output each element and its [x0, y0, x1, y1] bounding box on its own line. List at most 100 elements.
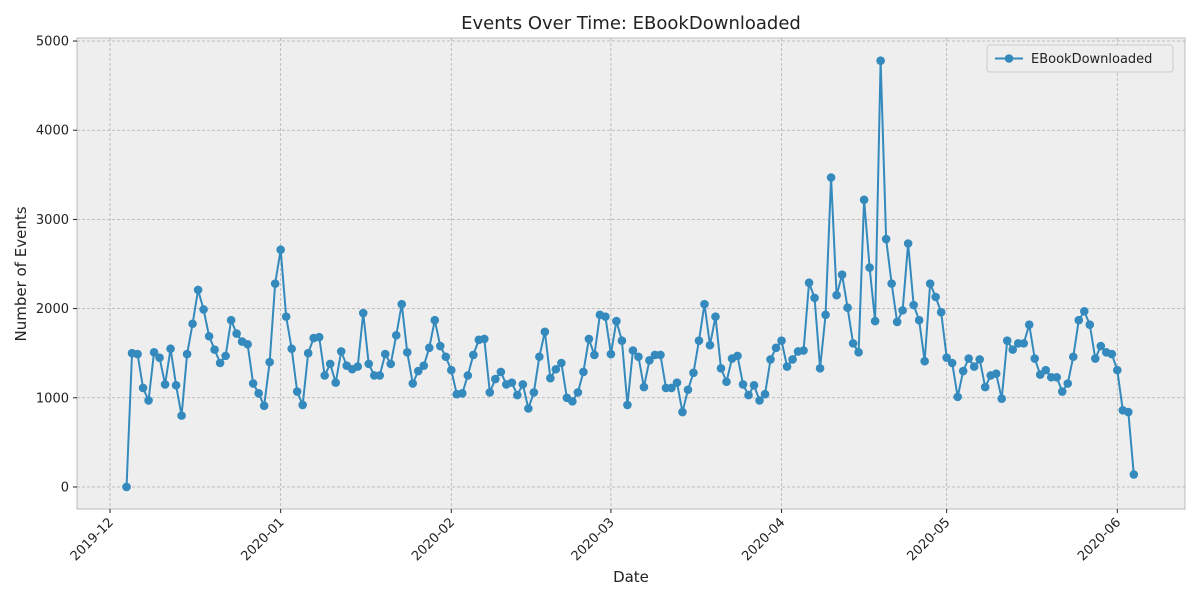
point	[259, 401, 269, 411]
point	[1129, 470, 1139, 479]
point	[700, 299, 709, 309]
point	[204, 331, 214, 341]
point	[397, 299, 407, 309]
point	[1068, 352, 1078, 362]
point	[925, 279, 935, 288]
point	[419, 361, 429, 370]
point	[463, 371, 473, 380]
point	[980, 382, 990, 392]
point	[903, 239, 913, 248]
point	[832, 290, 841, 300]
point	[733, 351, 742, 361]
point	[628, 346, 638, 355]
point	[1107, 349, 1117, 359]
point	[535, 352, 544, 362]
point	[568, 397, 577, 406]
point	[694, 336, 704, 346]
point	[424, 343, 434, 353]
point	[1008, 345, 1018, 354]
point	[722, 377, 731, 387]
point	[969, 362, 979, 371]
point	[837, 270, 847, 280]
point	[1002, 336, 1012, 346]
point	[391, 331, 401, 340]
legend: EBookDownloaded	[986, 44, 1174, 73]
point	[617, 336, 627, 346]
point	[524, 404, 533, 413]
point	[876, 56, 885, 65]
point	[705, 340, 715, 350]
point	[749, 380, 759, 390]
x-axis-label: Date	[613, 568, 649, 586]
point	[623, 400, 632, 410]
point	[711, 312, 720, 321]
point	[331, 378, 340, 387]
point	[408, 379, 418, 388]
point	[716, 364, 726, 373]
point	[1085, 320, 1095, 329]
point	[788, 355, 797, 364]
x-tick-label: 2020-05	[904, 515, 953, 564]
point	[276, 245, 285, 255]
point	[1030, 354, 1040, 363]
point	[441, 352, 451, 362]
point	[1057, 387, 1067, 396]
point	[155, 353, 164, 362]
point	[166, 344, 175, 354]
point	[292, 387, 302, 396]
point	[738, 380, 748, 389]
point	[380, 349, 390, 359]
point	[446, 365, 456, 375]
point	[958, 366, 968, 376]
point	[755, 396, 764, 405]
point	[826, 173, 836, 182]
point	[303, 348, 313, 358]
point	[634, 352, 643, 362]
point	[122, 482, 131, 492]
point	[865, 263, 874, 272]
point	[243, 339, 252, 349]
x-tick-label: 2020-06	[1075, 515, 1124, 564]
point	[689, 368, 698, 378]
x-tick-label: 2020-01	[238, 515, 287, 564]
point	[529, 388, 539, 397]
point	[513, 390, 522, 400]
x-tick-label: 2019-12	[68, 515, 117, 564]
point	[887, 279, 896, 288]
point	[546, 373, 555, 383]
point	[430, 315, 440, 325]
point	[232, 329, 241, 338]
point	[870, 316, 880, 326]
line	[125, 60, 1135, 488]
point	[215, 358, 225, 368]
point	[364, 359, 374, 369]
point	[953, 392, 962, 402]
point	[248, 379, 258, 388]
point	[579, 367, 588, 377]
point	[221, 351, 230, 361]
point	[612, 316, 621, 326]
y-axis-label: Number of Events	[12, 206, 30, 341]
point	[281, 312, 291, 321]
point	[188, 319, 197, 329]
point	[353, 362, 363, 371]
point	[491, 374, 500, 384]
point	[375, 371, 385, 380]
point	[815, 364, 825, 373]
legend-box	[986, 44, 1174, 73]
point	[1079, 306, 1089, 316]
point	[656, 350, 665, 360]
point	[325, 359, 335, 369]
point	[1024, 320, 1034, 329]
point	[270, 279, 280, 288]
point	[160, 380, 170, 389]
point	[496, 367, 506, 377]
point	[947, 358, 957, 368]
y-tick-label: 0	[61, 480, 69, 495]
point	[667, 383, 676, 393]
point	[1090, 354, 1100, 363]
point	[298, 400, 307, 410]
point	[766, 355, 775, 364]
